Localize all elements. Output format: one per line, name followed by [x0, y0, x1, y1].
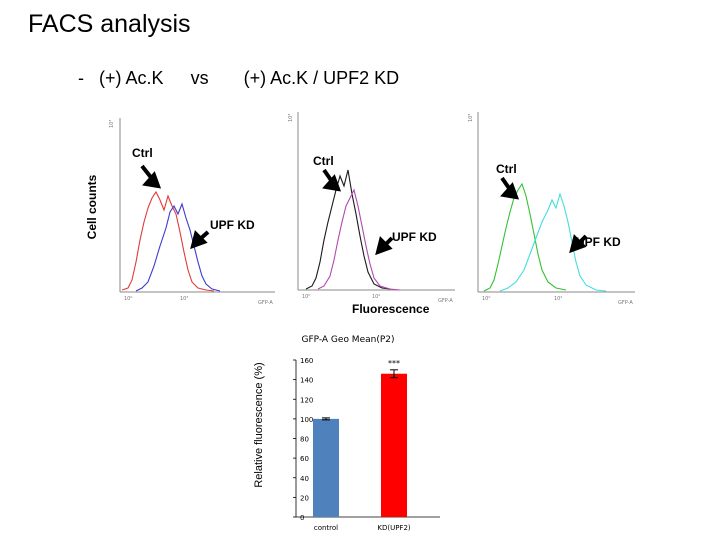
y-tick-label: 100: [300, 416, 313, 424]
subtitle-right-condition: (+) Ac.K / UPF2 KD: [243, 68, 400, 88]
y-axis-label: Cell counts: [85, 174, 99, 240]
svg-text:GFP-A: GFP-A: [438, 298, 453, 304]
panel-3-ctrl-label: Ctrl: [496, 162, 517, 176]
histogram-panel-3: 10³ 10⁰ 10² GFP-A: [468, 112, 635, 306]
subtitle-vs: vs: [190, 68, 209, 88]
subtitle-left-condition: (+) Ac.K: [99, 68, 164, 88]
subtitle-dash: -: [78, 68, 84, 88]
svg-text:10³: 10³: [288, 114, 294, 122]
bar-chart-title: GFP-A Geo Mean(P2): [301, 335, 394, 345]
svg-text:10²: 10²: [554, 296, 562, 302]
y-tick-label: 140: [300, 377, 313, 385]
bar-chart-y-label: Relative fluorescence (%): [253, 362, 265, 487]
arrow-icon: [140, 164, 162, 189]
bar-kd-upf2: [381, 373, 407, 517]
y-tick-label: 40: [300, 475, 309, 483]
y-tick-label: 20: [300, 494, 309, 502]
histogram-panel-1: 10³ 10⁰ 10² GFP-A: [109, 118, 275, 306]
comparison-subtitle: - (+) Ac.K vs (+) Ac.K / UPF2 KD: [78, 68, 399, 89]
y-tick-label: 120: [300, 396, 313, 404]
svg-text:10³: 10³: [468, 114, 474, 122]
svg-text:10²: 10²: [180, 296, 188, 302]
panel-2-ctrl-label: Ctrl: [313, 154, 334, 168]
panel-2-kd-curve: [317, 188, 401, 291]
panel-3-ctrl-curve: [483, 182, 567, 292]
histogram-panel-2: 10³ 10⁰ 10² GFP-A: [288, 112, 455, 304]
bar-control: [313, 418, 339, 517]
panel-3-kd-curve: [499, 192, 607, 292]
panel-2-ctrl-curve: [305, 169, 391, 290]
panel-1-ctrl-curve: [121, 190, 215, 292]
panel-1-ctrl-label: Ctrl: [132, 146, 153, 160]
panel-1-kd-curve: [135, 202, 221, 292]
panel-1-kd-label: UPF KD: [210, 218, 255, 232]
arrow-icon: [569, 234, 588, 254]
y-tick-label: 160: [300, 357, 313, 365]
svg-text:GFP-A: GFP-A: [258, 300, 273, 306]
x-category-label: KD(UPF2): [377, 524, 411, 532]
page-title: FACS analysis: [28, 10, 191, 38]
panel-3-kd-label: UPF KD: [576, 235, 621, 249]
arrow-icon: [500, 176, 520, 200]
bar-chart: GFP-A Geo Mean(P2) Relative fluorescence …: [253, 335, 440, 532]
svg-text:10⁰: 10⁰: [482, 296, 490, 302]
arrow-icon: [190, 230, 210, 250]
y-tick-label: 0: [300, 514, 304, 522]
x-category-label: control: [314, 524, 338, 532]
svg-text:10⁰: 10⁰: [124, 296, 132, 302]
panel-2-kd-label: UPF KD: [392, 230, 437, 244]
svg-text:10³: 10³: [109, 120, 115, 128]
y-tick-label: 60: [300, 455, 309, 463]
significance-marker: ***: [388, 359, 400, 368]
svg-text:10²: 10²: [372, 294, 380, 300]
x-axis-label: Fluorescence: [352, 302, 430, 316]
kd-arrows: [190, 230, 588, 256]
arrow-icon: [375, 236, 394, 256]
svg-text:GFP-A: GFP-A: [618, 300, 633, 306]
y-tick-label: 80: [300, 436, 309, 444]
arrow-icon: [322, 168, 342, 192]
svg-text:10⁰: 10⁰: [302, 294, 310, 300]
ctrl-arrows: [140, 164, 520, 200]
